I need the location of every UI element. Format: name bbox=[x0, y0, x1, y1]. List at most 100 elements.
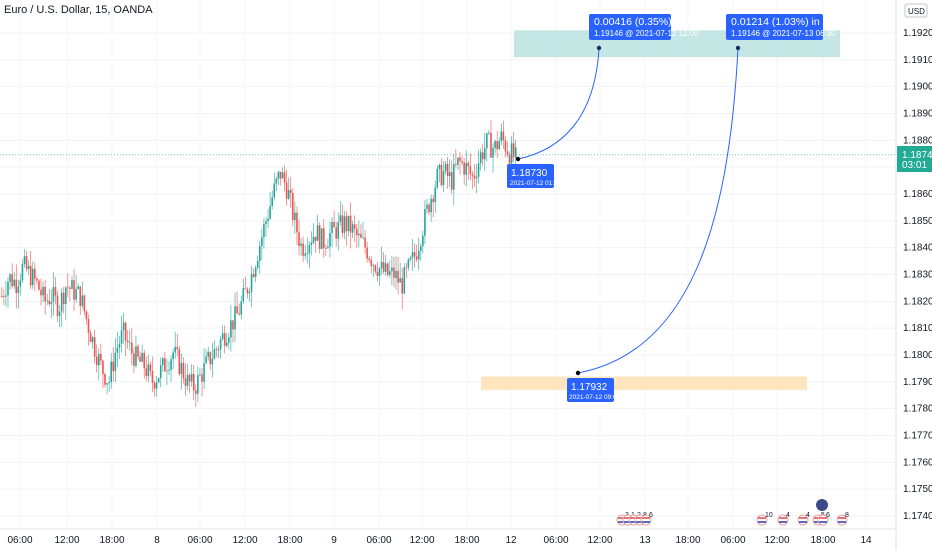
candle-body bbox=[267, 218, 269, 222]
candle-body bbox=[139, 356, 141, 362]
candle-body bbox=[292, 192, 294, 221]
event-marker[interactable]: 8 bbox=[836, 512, 849, 526]
moon-icon[interactable] bbox=[816, 499, 828, 511]
candle-body bbox=[269, 205, 271, 219]
candle-body bbox=[1, 295, 3, 297]
candle-body bbox=[149, 364, 152, 371]
price-tag-lower-price: 1.17932 bbox=[571, 382, 608, 393]
event-count: 4 bbox=[806, 512, 810, 519]
candle-body bbox=[298, 232, 300, 246]
candle-body bbox=[467, 162, 470, 167]
candle-body bbox=[244, 288, 247, 290]
candle-body bbox=[289, 189, 292, 193]
candle-body bbox=[358, 233, 360, 236]
candle-body bbox=[236, 306, 238, 314]
candle-body bbox=[69, 287, 71, 289]
time-axis[interactable]: 06:00 12:00 18:00 8 06:00 12:00 18:00 9 06:00 12:… bbox=[7, 535, 872, 546]
candle-body bbox=[25, 256, 28, 270]
candle-body bbox=[393, 267, 395, 279]
price-axis[interactable]: 1.19200 1.19100 1.19000 1.18900 1.18800 1.187… bbox=[903, 28, 932, 522]
time-tick-label: 12:00 bbox=[409, 535, 434, 546]
candle-body bbox=[174, 346, 176, 353]
candle-body bbox=[151, 370, 154, 383]
candle-body bbox=[275, 178, 278, 184]
current-price-label: 1.18746 03:01 bbox=[897, 146, 932, 172]
candle-body bbox=[453, 164, 455, 190]
price-range-box-lower[interactable] bbox=[481, 376, 807, 390]
event-count: 10 bbox=[765, 512, 773, 519]
event-stripe bbox=[618, 517, 626, 519]
anchor-point[interactable] bbox=[515, 156, 521, 162]
event-marker[interactable]: 6 bbox=[817, 512, 830, 526]
event-marker[interactable]: 4 bbox=[797, 512, 810, 526]
anchor-point[interactable] bbox=[596, 45, 602, 51]
candle-body bbox=[382, 262, 385, 272]
currency-button[interactable]: USD bbox=[904, 3, 928, 18]
candle-body bbox=[186, 374, 189, 386]
candle-body bbox=[116, 347, 119, 353]
event-count: 4 bbox=[786, 512, 790, 519]
candle-body bbox=[166, 370, 168, 372]
price-tag-lower[interactable]: 1.17932 2021-07-12 09:00 bbox=[567, 378, 621, 402]
event-stripe bbox=[636, 521, 644, 523]
candle-body bbox=[465, 162, 467, 175]
callout-2[interactable]: 0.01214 (1.03%) in 21h 30m 1.19146 @ 202… bbox=[726, 14, 864, 40]
candle-body bbox=[419, 246, 422, 251]
event-stripe bbox=[630, 517, 638, 519]
event-marker[interactable]: 6 bbox=[640, 512, 653, 526]
price-tick-label: 1.19200 bbox=[903, 28, 932, 39]
candle-body bbox=[207, 352, 209, 357]
event-marker[interactable]: 10 bbox=[756, 512, 773, 526]
current-price-badge bbox=[897, 146, 932, 172]
time-tick-label: 12:00 bbox=[764, 535, 789, 546]
candle-body bbox=[492, 148, 494, 158]
candle-body bbox=[417, 250, 420, 260]
candle-body bbox=[407, 259, 410, 268]
candle-body bbox=[112, 361, 115, 372]
candle-body bbox=[318, 225, 321, 249]
candle-body bbox=[432, 198, 434, 203]
price-tick-label: 1.17800 bbox=[903, 404, 932, 415]
price-tick-label: 1.18800 bbox=[903, 135, 932, 146]
candle-body bbox=[9, 274, 11, 282]
candle-body bbox=[23, 256, 26, 265]
candle-body bbox=[31, 268, 34, 286]
callout-1[interactable]: 0.00416 (0.35%) in 11h 1.19146 @ 2021-07… bbox=[589, 14, 703, 40]
candle-body bbox=[221, 333, 224, 340]
price-tag-upper[interactable]: 1.18730 2021-07-12 01:00 bbox=[507, 164, 562, 188]
anchor-point[interactable] bbox=[735, 45, 741, 51]
candle-body bbox=[428, 204, 430, 213]
candle-body bbox=[366, 247, 368, 259]
candle-body bbox=[190, 373, 193, 382]
candle-body bbox=[256, 260, 259, 268]
candle-body bbox=[316, 225, 319, 241]
candle-body bbox=[58, 311, 61, 317]
anchor-point[interactable] bbox=[575, 370, 581, 376]
candle-body bbox=[285, 182, 288, 199]
candle-body bbox=[405, 267, 408, 269]
candle-body bbox=[172, 352, 174, 360]
candle-body bbox=[201, 374, 203, 382]
candle-body bbox=[153, 382, 156, 389]
candle-body bbox=[170, 359, 172, 370]
event-stripe bbox=[758, 517, 766, 519]
candle-body bbox=[182, 362, 185, 379]
candle-body bbox=[21, 264, 24, 281]
candle-body bbox=[52, 287, 55, 302]
price-tick-label: 1.18400 bbox=[903, 243, 932, 254]
candle-body bbox=[455, 164, 457, 165]
candles bbox=[1, 120, 517, 408]
candle-body bbox=[248, 291, 251, 294]
time-tick-label: 06:00 bbox=[543, 535, 568, 546]
candle-body bbox=[13, 279, 15, 286]
candle-body bbox=[438, 164, 441, 169]
candle-body bbox=[413, 252, 416, 257]
time-tick-label: 18:00 bbox=[99, 535, 124, 546]
candle-body bbox=[415, 256, 418, 260]
candle-body bbox=[496, 141, 498, 150]
event-stripe bbox=[636, 517, 644, 519]
event-marker[interactable]: 4 bbox=[777, 512, 790, 526]
event-stripe bbox=[618, 521, 626, 523]
candle-body bbox=[498, 141, 501, 150]
